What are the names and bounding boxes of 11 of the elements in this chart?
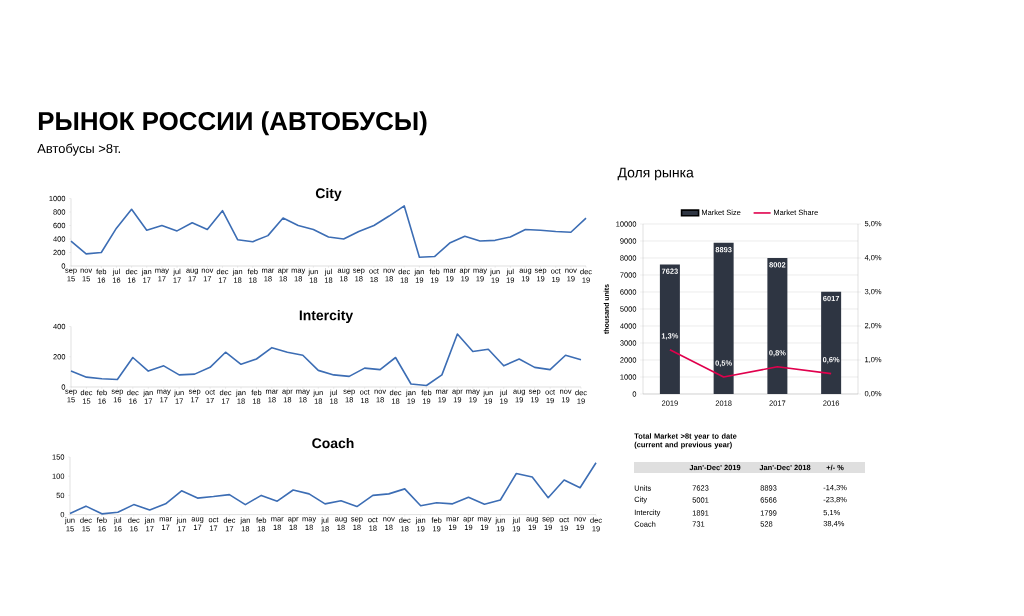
bar [767,257,788,394]
chart-title: Coach [312,437,354,449]
bar [713,242,734,394]
chart-title: City [315,188,342,202]
chart-title: Intercity [299,310,354,324]
bar [659,264,680,394]
line-series [70,205,587,259]
bar [821,291,842,394]
text: РЫНОК РОССИИ (АВТОБУСЫ) [38,111,427,136]
text: Автобусы >8т. [37,143,120,156]
chart-title: Доля рынка [617,167,694,181]
